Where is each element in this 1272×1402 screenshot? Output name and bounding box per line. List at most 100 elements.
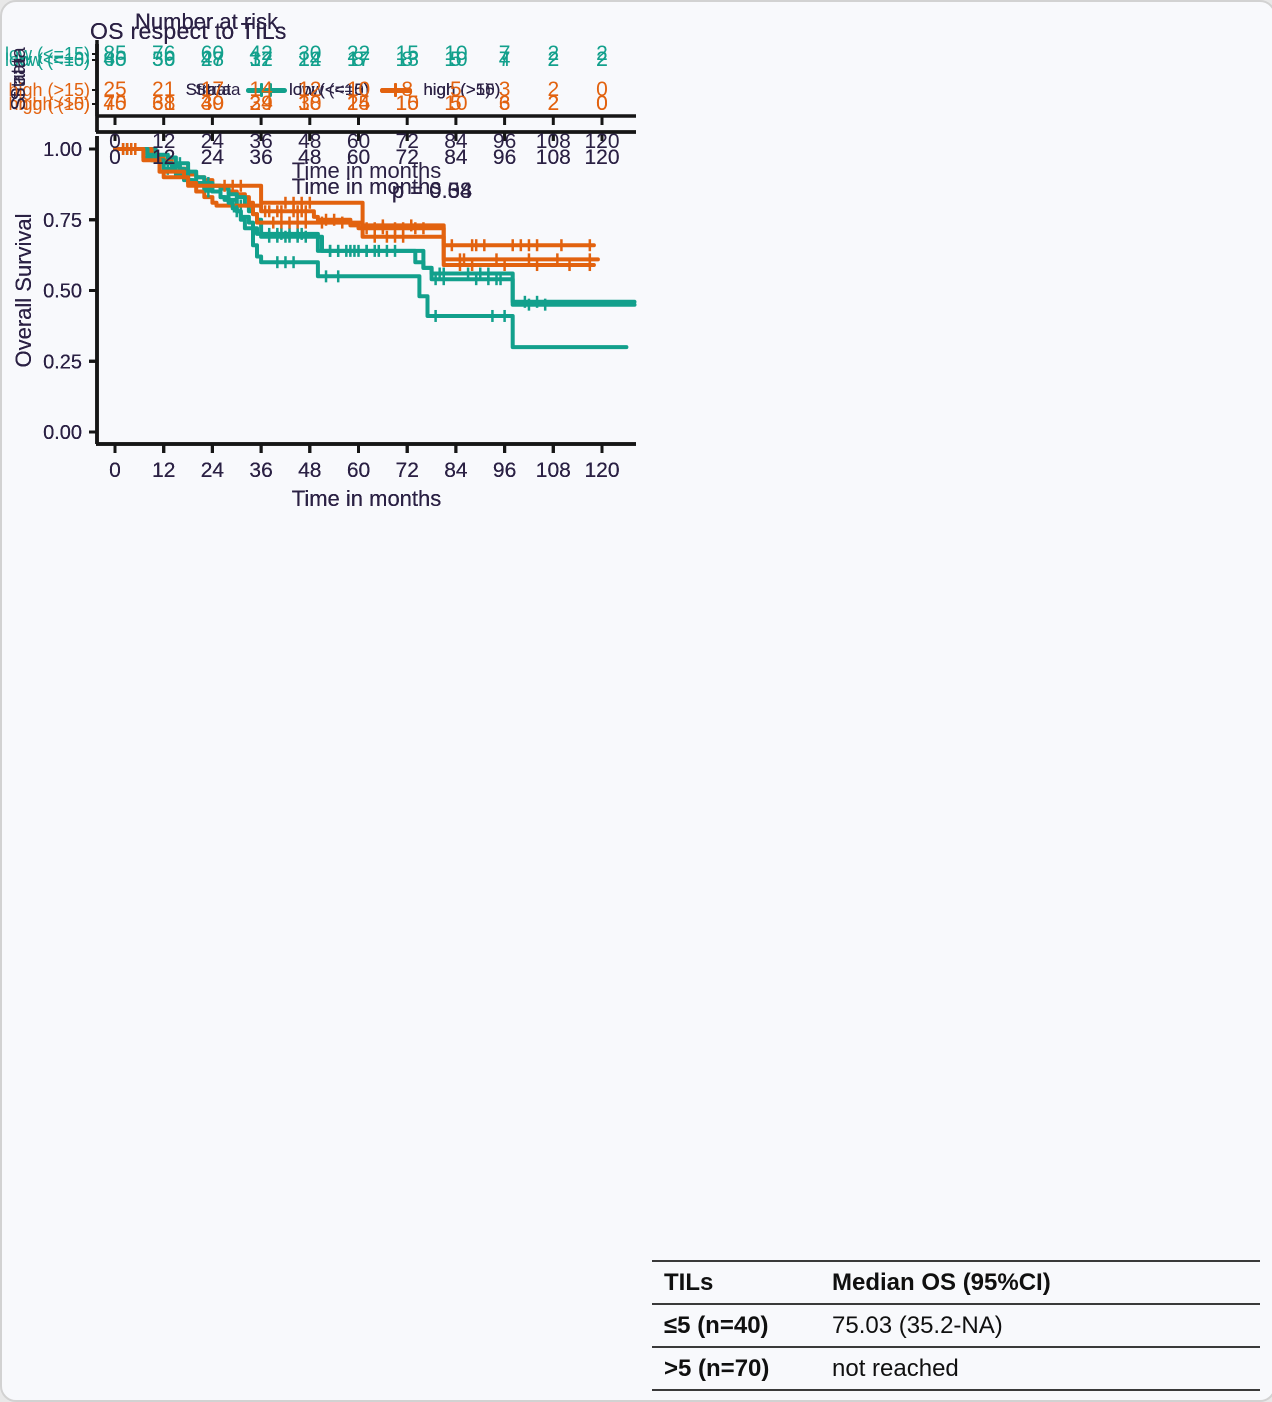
risk-count: 70 [103,92,126,115]
table-row: ≤5 (n=40) 75.03 (35.2-NA) [652,1303,1260,1346]
strata-axis-label: Strata [8,46,30,100]
km-curve [113,147,600,262]
svg-text:0.25: 0.25 [43,351,82,373]
table-cell-tils-high: >5 (n=70) [664,1354,770,1382]
x-axis-label: Time in months [292,486,442,511]
km-plot: 0.00 0.25 0.50 0.75 1.00 0 12 24 36 48 60 72 84 96 108… [11,136,637,511]
svg-text:0: 0 [109,459,121,482]
svg-text:60: 60 [347,146,370,169]
p-value: p = 0.58 [392,178,472,203]
svg-text:48: 48 [298,146,321,169]
risk-count: 24 [347,92,371,115]
svg-text:12: 12 [152,146,175,169]
risk-count: 49 [201,92,224,115]
svg-text:0: 0 [109,130,121,153]
legend-title: Strata [185,80,231,99]
risk-count: 65 [103,48,126,71]
median-os-table: TILs Median OS (95%CI) ≤5 (n=40) 75.03 (… [652,1260,1260,1391]
svg-text:1.00: 1.00 [43,139,82,161]
legend-label-low: low (<=15) [289,80,370,99]
risk-count: 8 [401,48,413,71]
risk-count: 0 [596,78,608,101]
svg-text:96: 96 [493,130,516,153]
plot-title: OS respect to TILs [90,18,287,44]
table-header-median-os: Median OS (95%CI) [832,1268,1051,1296]
risk-count: 14 [249,78,273,101]
risk-count: 24 [298,48,322,71]
svg-text:24: 24 [201,459,225,482]
risk-count: 3 [499,78,511,101]
x-axis-label: Time in months [292,486,442,511]
risk-count: 45 [103,92,126,115]
svg-text:84: 84 [444,146,468,169]
risk-count: 30 [201,92,224,115]
risk-count: 10 [396,92,419,115]
svg-text:60: 60 [347,146,370,169]
svg-text:72: 72 [396,459,419,482]
svg-text:36: 36 [249,146,272,169]
strata-axis-label: Strata [8,56,30,110]
risk-count: 30 [298,42,321,65]
km-panel-tils15: OS respect to TILs Strata low (<=15) hig… [2,2,638,518]
risk-count: 28 [201,48,224,71]
risk-count: 15 [396,42,419,65]
svg-text:24: 24 [201,130,225,153]
risk-count: 2 [547,92,559,115]
risk-count: 0 [596,92,608,115]
svg-text:24: 24 [201,146,225,169]
risk-count: 32 [249,48,272,71]
svg-text:48: 48 [298,459,321,482]
risk-count: 10 [347,78,370,101]
svg-text:0.00: 0.00 [43,422,82,444]
svg-text:36: 36 [249,459,272,482]
svg-text:84: 84 [444,459,468,482]
svg-text:0.75: 0.75 [43,210,82,232]
svg-text:120: 120 [584,130,619,153]
legend-label-low: low (<=5) [298,80,370,99]
x-axis-label: Time in months [292,486,442,511]
svg-text:48: 48 [298,130,321,153]
risk-count: 2 [547,48,559,71]
risk-count: 22 [347,42,370,65]
svg-text:120: 120 [584,146,619,169]
risk-count: 39 [249,92,272,115]
legend-label-low: low (<=10) [289,80,370,99]
svg-text:108: 108 [536,459,571,482]
svg-text:96: 96 [493,459,516,482]
risk-count: 3 [499,92,511,115]
risk-table-heading: Number at risk [135,9,279,34]
risk-count: 13 [396,48,419,71]
risk-count: 15 [396,92,419,115]
svg-text:84: 84 [444,130,468,153]
risk-count: 40 [103,48,126,71]
svg-text:60: 60 [347,459,370,482]
svg-text:108: 108 [536,146,571,169]
svg-text:108: 108 [536,146,571,169]
svg-text:0: 0 [109,146,121,169]
risk-count: 15 [347,92,370,115]
risk-count: 2 [547,78,559,101]
risk-count: 4 [499,48,511,71]
risk-count: 2 [596,42,608,65]
p-value: p = 0.04 [392,178,472,203]
svg-text:72: 72 [396,459,419,482]
legend: Strata low (<=15) high (>15) [2,80,638,100]
svg-text:12: 12 [152,459,175,482]
svg-text:0.75: 0.75 [43,210,82,232]
svg-text:120: 120 [584,459,619,482]
risk-count: 0 [596,92,608,115]
risk-row-label: low (<=5) [15,50,90,70]
svg-text:72: 72 [396,146,419,169]
risk-count: 12 [298,48,321,71]
svg-text:48: 48 [298,146,321,169]
svg-text:96: 96 [493,146,516,169]
svg-text:48: 48 [298,459,321,482]
risk-count: 24 [249,92,273,115]
risk-row-label: low (<=10) [5,50,90,70]
censor-marks [119,143,594,252]
risk-count: 61 [152,92,175,115]
risk-count: 17 [249,48,272,71]
svg-text:72: 72 [396,146,419,169]
risk-count: 17 [347,48,370,71]
